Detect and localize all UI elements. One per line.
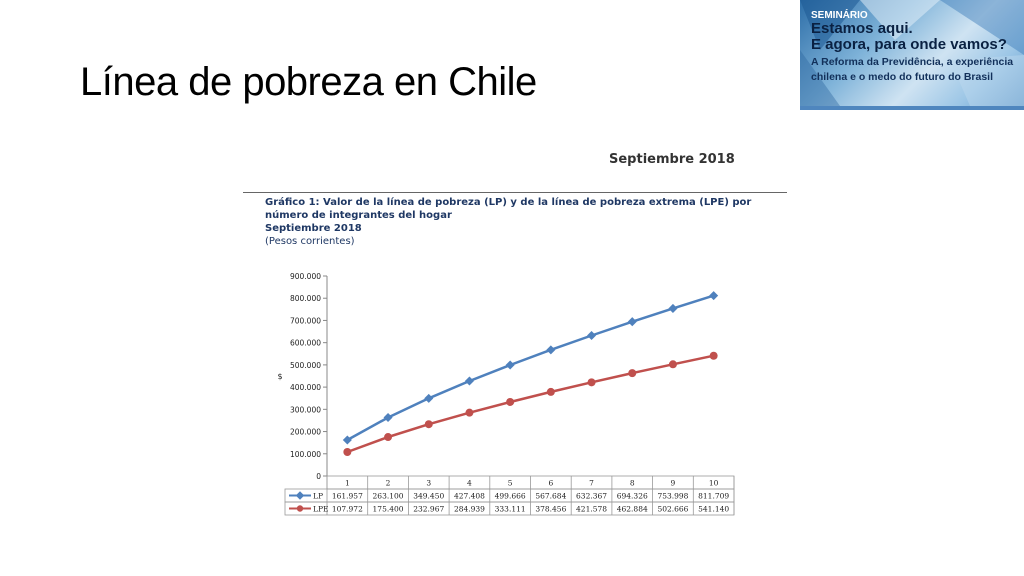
point-lp — [709, 291, 719, 301]
poverty-line-chart: 0 100.000 200.000 300.000 400.000 500.000 600.… — [277, 272, 735, 516]
y-axis-label: $ — [277, 372, 282, 381]
y-tick-label: 0 — [316, 472, 321, 481]
data-label-lp: 427.408 — [454, 492, 485, 501]
caption-title-line-1: Gráfico 1: Valor de la línea de pobreza … — [265, 197, 752, 208]
x-category-label: 5 — [508, 479, 513, 488]
data-label-lp: 567.684 — [535, 492, 566, 501]
y-tick-label: 300.000 — [290, 405, 321, 414]
data-label-lp: 753.998 — [657, 492, 688, 501]
banner-subtitle-1: A Reforma da Previdência, a experiência — [811, 56, 1014, 68]
y-tick-label: 700.000 — [290, 316, 321, 325]
point-lp — [668, 303, 678, 313]
data-label-lpe: 333.111 — [495, 505, 526, 514]
y-tick-label: 500.000 — [290, 361, 321, 370]
point-lpe — [343, 448, 352, 457]
data-label-lpe: 175.400 — [373, 505, 404, 514]
y-tick-label: 200.000 — [290, 428, 321, 437]
point-lpe — [546, 387, 555, 396]
x-category-label: 1 — [345, 479, 350, 488]
divider — [243, 192, 787, 193]
point-lpe — [465, 408, 474, 417]
x-category-label: 4 — [467, 479, 472, 488]
point-lpe — [384, 433, 393, 442]
data-label-lpe: 541.140 — [698, 505, 729, 514]
x-category-label: 9 — [671, 479, 676, 488]
slide-title: Línea de pobreza en Chile — [80, 60, 537, 104]
y-tick-label: 600.000 — [290, 339, 321, 348]
caption-period: Septiembre 2018 — [265, 223, 362, 234]
data-label-lpe: 502.666 — [657, 505, 688, 514]
caption-title-line-2: número de integrantes del hogar — [265, 210, 452, 221]
data-label-lp: 499.666 — [495, 492, 526, 501]
data-label-lpe: 378.456 — [535, 505, 566, 514]
data-label-lp: 349.450 — [413, 492, 444, 501]
point-lp — [587, 330, 597, 340]
y-tick-label: 400.000 — [290, 383, 321, 392]
data-label-lp: 632.367 — [576, 492, 607, 501]
chart-caption: Gráfico 1: Valor de la línea de pobreza … — [265, 196, 765, 248]
caption-units: (Pesos corrientes) — [265, 236, 355, 247]
series-line-lp — [346, 294, 715, 442]
data-label-lp: 694.326 — [617, 492, 648, 501]
x-category-label: 6 — [548, 479, 553, 488]
point-lp — [464, 376, 474, 386]
legend-label-lpe: LPE — [313, 505, 329, 514]
y-tick-label: 800.000 — [290, 294, 321, 303]
banner-headline-1: Estamos aqui. — [811, 20, 913, 37]
banner-subtitle-2: chilena e o medo do futuro do Brasil — [811, 71, 994, 83]
point-lpe — [709, 351, 718, 360]
legend-label-lp: LP — [313, 492, 323, 501]
banner-kicker: SEMINÁRIO — [811, 10, 868, 21]
data-label-lpe: 462.884 — [617, 505, 648, 514]
y-tick-label: 900.000 — [290, 272, 321, 281]
data-label-lpe: 284.939 — [454, 505, 485, 514]
point-lp — [505, 360, 515, 370]
x-category-label: 10 — [709, 479, 719, 488]
point-lpe — [668, 360, 677, 369]
data-label-lpe: 232.967 — [413, 505, 444, 514]
x-category-label: 7 — [589, 479, 594, 488]
point-lpe — [628, 369, 637, 378]
data-label-lp: 263.100 — [373, 492, 404, 501]
point-lpe — [506, 397, 515, 406]
x-category-label: 8 — [630, 479, 635, 488]
legend-marker-lpe — [296, 505, 304, 512]
data-label-lp: 811.709 — [698, 492, 729, 501]
data-label-lpe: 107.972 — [332, 505, 363, 514]
data-label-lpe: 421.578 — [576, 505, 607, 514]
series-line-lpe — [346, 354, 714, 454]
section-heading: Septiembre 2018 — [609, 152, 735, 167]
y-tick-label: 100.000 — [290, 450, 321, 459]
point-lp — [627, 317, 637, 327]
point-lpe — [587, 378, 596, 387]
seminar-banner: SEMINÁRIO Estamos aqui. E agora, para on… — [800, 0, 1024, 110]
point-lp — [424, 393, 434, 403]
banner-headline-2: E agora, para onde vamos? — [811, 36, 1007, 53]
legend-marker-lp — [295, 491, 305, 500]
data-label-lp: 161.957 — [332, 492, 363, 501]
point-lp — [546, 345, 556, 355]
point-lpe — [424, 420, 433, 429]
banner-pattern — [800, 0, 1024, 106]
x-category-label: 3 — [426, 479, 431, 488]
x-category-label: 2 — [386, 479, 391, 488]
